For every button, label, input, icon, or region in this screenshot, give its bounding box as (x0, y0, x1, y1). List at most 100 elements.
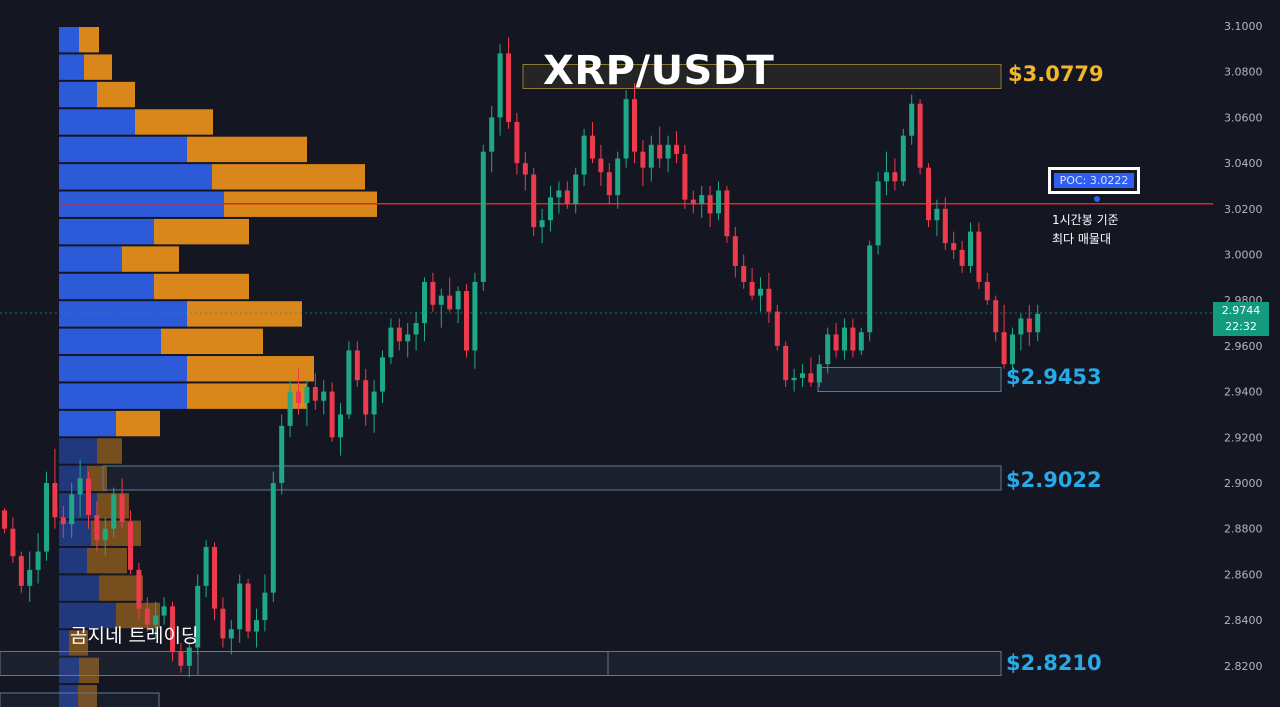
poc-note-line1: 1시간봉 기준 (1052, 213, 1119, 227)
candle-body (539, 220, 545, 228)
candle-body (2, 510, 7, 529)
candle-body (707, 195, 713, 214)
profile-bar-sell (87, 465, 107, 492)
candle (682, 144, 688, 209)
current-price-value: 2.9744 (1221, 304, 1261, 317)
candle-body (455, 291, 461, 310)
candle-body (430, 281, 436, 305)
candle-body (296, 391, 301, 404)
level-boxes (0, 63, 1100, 707)
candle (724, 185, 730, 244)
candle-body (1001, 332, 1007, 365)
candle-body (690, 199, 696, 205)
candle (388, 318, 394, 365)
candle-body (884, 172, 889, 182)
level-box-3 (0, 651, 1002, 677)
candle (842, 318, 847, 360)
candle (699, 185, 705, 218)
candle-body (808, 373, 814, 383)
candle-body (850, 327, 856, 351)
candle (993, 295, 999, 342)
profile-bar-buy (59, 410, 116, 437)
y-tick-label: 3.1000 (1224, 20, 1263, 33)
level-label-2-9022: $2.9022 (1006, 468, 1102, 492)
level-label-2-9453: $2.9453 (1006, 365, 1102, 389)
profile-bar-buy (59, 27, 79, 53)
candle-body (44, 483, 49, 552)
price-axis[interactable]: 3.10003.08003.06003.04003.02003.00002.98… (1224, 20, 1263, 673)
candle (884, 151, 889, 196)
level-label-2-8210: $2.8210 (1006, 651, 1102, 675)
candle-body (531, 174, 537, 228)
candle-body (741, 265, 747, 282)
y-tick-label: 2.9600 (1224, 340, 1263, 353)
candle-body (128, 521, 133, 570)
candle-body (1010, 334, 1015, 365)
profile-bar-sell (87, 547, 127, 574)
profile-bar-sell (69, 630, 88, 656)
candle (212, 542, 217, 621)
candle-body (287, 391, 293, 426)
profile-bar-buy (59, 54, 84, 80)
y-tick-label: 2.8200 (1224, 660, 1263, 673)
candle-body (438, 295, 444, 305)
candle-body (212, 546, 217, 609)
profile-bar-buy (59, 685, 78, 707)
candle-body (783, 345, 789, 381)
current-price-tag[interactable]: 2.9744 22:32 (1213, 302, 1269, 336)
candle-body (581, 135, 587, 175)
candle (926, 163, 931, 228)
candle-body (237, 583, 243, 630)
y-tick-label: 2.9400 (1224, 386, 1263, 399)
candle-body (27, 569, 33, 586)
candle (35, 533, 41, 584)
profile-bar-sell (161, 328, 263, 355)
candle (136, 562, 142, 621)
candle (774, 304, 780, 351)
candle (52, 448, 58, 529)
candle (2, 508, 7, 534)
candle-body (1035, 313, 1041, 333)
level-box-bottom (0, 692, 160, 707)
profile-bar-sell (79, 27, 99, 53)
candle (606, 163, 612, 205)
profile-bar-buy (59, 301, 187, 327)
candle (480, 144, 486, 292)
candle (657, 126, 663, 168)
candle (254, 608, 259, 648)
candle-body (86, 478, 91, 515)
profile-bar-sell (154, 218, 249, 245)
candle-body (556, 190, 562, 198)
candle (77, 460, 83, 518)
candle (581, 128, 587, 186)
candle-body (699, 195, 705, 205)
candle-body (598, 158, 604, 173)
candle (464, 284, 469, 358)
candle-body (522, 163, 528, 175)
profile-bar-buy (59, 164, 212, 190)
candle-body (665, 144, 671, 159)
candle (279, 414, 285, 495)
candle-body (220, 608, 226, 639)
candle-body (993, 300, 999, 333)
candle (690, 190, 696, 214)
candle (909, 94, 915, 145)
candle (816, 355, 822, 388)
profile-bar-buy (59, 520, 91, 546)
candle (44, 471, 49, 561)
candle (741, 254, 747, 289)
candle-body (758, 288, 763, 296)
profile-bar-buy (59, 273, 154, 300)
candle (287, 380, 293, 438)
candle-body (371, 391, 377, 415)
candle-body (724, 190, 730, 237)
candle (312, 373, 318, 410)
profile-bar-sell (154, 273, 249, 300)
candle (531, 167, 537, 237)
candle-body (942, 208, 948, 244)
candle-body (144, 608, 150, 625)
candle (245, 578, 251, 639)
volume-profile (59, 27, 377, 707)
candle-body (94, 514, 100, 541)
